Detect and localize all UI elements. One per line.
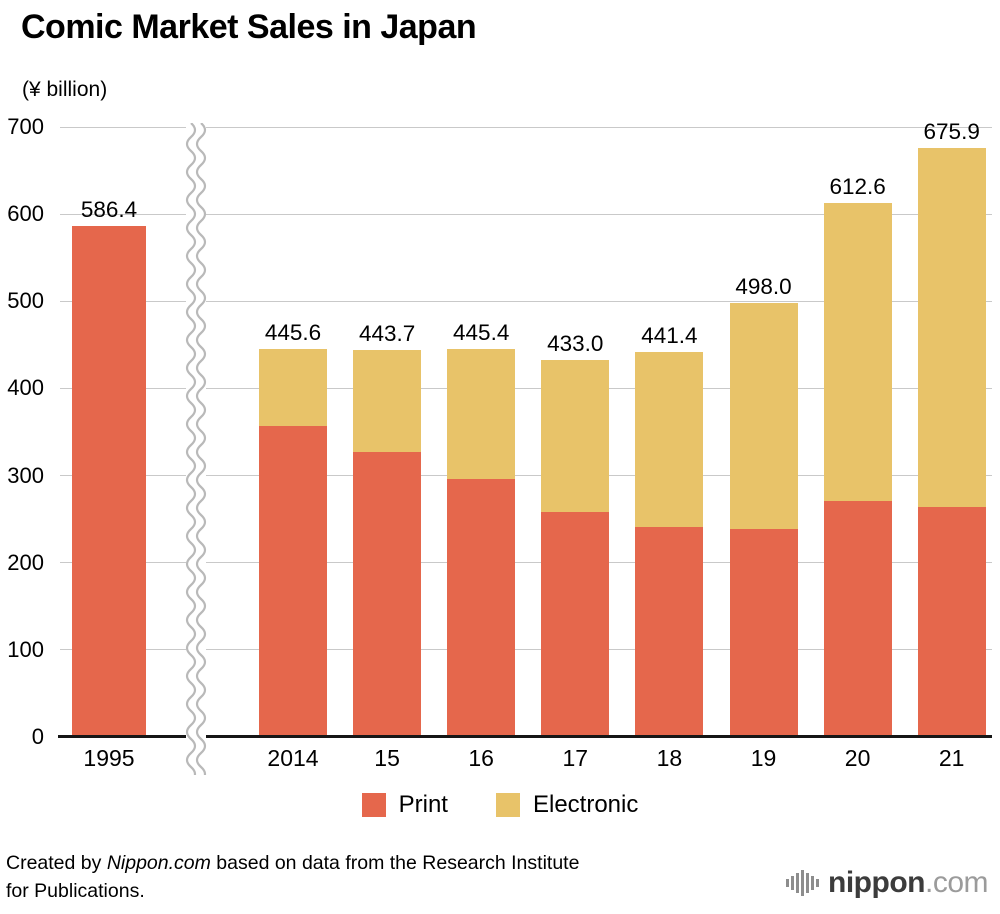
nippon-logo-icon — [786, 870, 820, 896]
x-tick-label-20: 20 — [844, 745, 871, 771]
x-axis-line — [58, 735, 992, 738]
bar-value-label-15: 443.7 — [358, 321, 416, 346]
bar-value-label-1995: 586.4 — [80, 197, 138, 222]
electronic-swatch-icon — [495, 793, 520, 817]
bar-electronic-19 — [729, 303, 798, 529]
credit-prefix: Created by — [6, 852, 107, 874]
x-tick-label-18: 18 — [656, 745, 683, 771]
bar-value-label-16: 445.4 — [453, 320, 510, 345]
bar-value-label-21: 675.9 — [923, 119, 980, 144]
logo-bar — [816, 879, 820, 887]
bar-print-15 — [353, 452, 422, 737]
x-tick-label-17: 17 — [562, 745, 589, 771]
gridline-700 — [60, 126, 992, 128]
y-tick-label-0: 0 — [31, 724, 44, 749]
legend-item-electronic: Electronic — [495, 791, 639, 819]
x-tick-label-15: 15 — [374, 745, 400, 771]
logo-wordmark: nippon — [828, 866, 925, 899]
bar-print-18 — [635, 527, 704, 737]
source-credit: Created by Nippon.com based on data from… — [6, 850, 579, 905]
chart-area: 0 100 200 300 400 500 600 700 586.4 445.6 443.7 44… — [0, 114, 1000, 775]
x-axis-labels: 1995 2014 15 16 17 18 19 20 21 — [0, 745, 1000, 775]
bar-print-19 — [729, 529, 798, 737]
bar-print-21 — [917, 507, 986, 737]
y-tick-label-200: 200 — [7, 549, 44, 575]
credit-suffix: based on data from the Research Institut… — [210, 852, 580, 874]
y-tick-label-700: 700 — [7, 114, 44, 139]
logo-bar — [796, 873, 800, 893]
nippon-logo: nippon .com — [786, 866, 989, 900]
bar-print-1995 — [72, 226, 146, 737]
y-tick-label-600: 600 — [7, 201, 44, 227]
gridline-200 — [60, 562, 992, 564]
logo-tld: .com — [924, 866, 989, 899]
x-tick-label-16: 16 — [468, 745, 494, 771]
bar-electronic-16 — [447, 349, 516, 479]
gridline-500 — [60, 300, 992, 302]
logo-bar — [801, 870, 805, 896]
bar-value-label-18: 441.4 — [641, 323, 698, 348]
legend: Print Electronic — [0, 791, 1000, 819]
gridline-300 — [60, 475, 992, 477]
bar-electronic-15 — [353, 350, 422, 452]
chart-title: Comic Market Sales in Japan — [21, 8, 477, 46]
legend-item-print: Print — [361, 791, 448, 819]
bar-value-label-20: 612.6 — [829, 174, 886, 199]
y-tick-label-300: 300 — [7, 462, 44, 488]
legend-label-print: Print — [398, 791, 448, 818]
plot-area: 586.4 445.6 443.7 445.4 433.0 441.4 498.0 612.6… — [58, 119, 992, 737]
credit-line2: for Publications. — [6, 879, 145, 902]
gridline-400 — [60, 387, 992, 389]
bar-print-16 — [447, 479, 516, 737]
bar-value-label-2014: 445.6 — [264, 320, 322, 345]
bar-value-label-17: 433.0 — [547, 331, 604, 356]
y-tick-label-500: 500 — [7, 288, 44, 314]
y-axis-labels: 0 100 200 300 400 500 600 700 — [0, 114, 50, 749]
bar-print-17 — [541, 512, 610, 737]
credit-source: Nippon.com — [106, 852, 211, 874]
logo-bar — [786, 879, 790, 887]
credit-line1: Created by Nippon.com based on data from… — [6, 852, 579, 874]
bar-electronic-21 — [917, 148, 986, 507]
print-swatch-icon — [361, 793, 386, 817]
bar-electronic-2014 — [259, 349, 327, 426]
axis-break-icon — [185, 123, 207, 775]
axis-unit-label: (¥ billion) — [22, 78, 108, 101]
logo-bar — [806, 873, 810, 893]
gridline-600 — [60, 213, 992, 215]
bar-print-20 — [823, 501, 892, 737]
x-tick-label-1995: 1995 — [83, 745, 135, 771]
bar-electronic-17 — [541, 360, 610, 512]
x-tick-label-2014: 2014 — [267, 745, 319, 771]
y-tick-label-400: 400 — [7, 375, 44, 401]
bar-electronic-18 — [635, 352, 704, 527]
x-tick-label-19: 19 — [750, 745, 777, 771]
bar-print-2014 — [259, 426, 327, 737]
bar-value-label-19: 498.0 — [735, 274, 792, 299]
y-tick-label-100: 100 — [7, 636, 44, 662]
bar-electronic-20 — [823, 203, 892, 501]
x-tick-label-21: 21 — [938, 745, 965, 771]
gridline-100 — [60, 649, 992, 651]
logo-bar — [791, 876, 795, 890]
logo-bar — [811, 876, 815, 890]
legend-label-electronic: Electronic — [532, 791, 639, 818]
